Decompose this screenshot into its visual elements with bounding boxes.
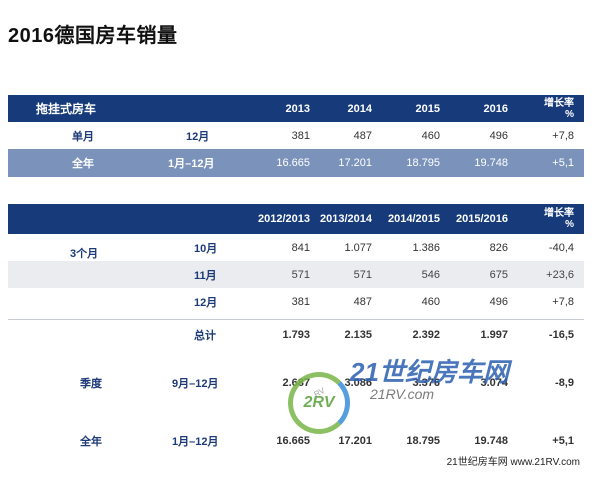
table-row: 总计 1.793 2.135 2.392 1.997 -16,5 bbox=[8, 316, 584, 354]
value-cell: 17.201 bbox=[338, 157, 372, 169]
table-row: 全年 1月–12月 16.665 17.201 18.795 19.748 +5… bbox=[8, 149, 584, 177]
value-cell: 1.793 bbox=[282, 329, 310, 341]
header-year: 2012/2013 bbox=[258, 213, 310, 225]
header-year: 2016 bbox=[483, 102, 508, 115]
growth-cell: +5,1 bbox=[552, 435, 574, 447]
growth-label: 增长率 bbox=[544, 208, 574, 219]
header-growth: 增长率 % bbox=[508, 95, 574, 122]
growth-cell: +23,6 bbox=[546, 268, 574, 281]
growth-cell: -16,5 bbox=[548, 329, 574, 341]
header-year: 2013 bbox=[285, 102, 310, 115]
table-monthly-annual: 拖挂式房车 2013 2014 2015 2016 增长率 % 单月 12月 3… bbox=[8, 95, 584, 177]
growth-unit: % bbox=[565, 108, 574, 120]
value-cell: 460 bbox=[421, 129, 440, 142]
growth-unit: % bbox=[565, 219, 574, 230]
table-row: 11月 571 571 546 675 +23,6 bbox=[8, 261, 584, 288]
table-row: 3个月 10月 841 1.077 1.386 826 -40,4 bbox=[8, 234, 584, 261]
page-title: 2016德国房车销量 bbox=[8, 25, 178, 47]
header-year: 2013/2014 bbox=[320, 213, 372, 225]
growth-cell: -8,9 bbox=[555, 377, 574, 389]
watermark-brand: 21世纪房车网 bbox=[350, 357, 509, 387]
header-label: 拖挂式房车 bbox=[36, 102, 97, 116]
value-cell: 496 bbox=[489, 296, 508, 308]
value-cell: 19.748 bbox=[474, 157, 508, 169]
value-cell: 381 bbox=[291, 296, 310, 308]
value-cell: 1.997 bbox=[480, 329, 508, 341]
growth-cell: +5,1 bbox=[552, 157, 574, 169]
value-cell: 381 bbox=[291, 129, 310, 142]
value-cell: 487 bbox=[353, 129, 372, 142]
row-label: 季度 bbox=[80, 378, 102, 390]
header-growth: 增长率 % bbox=[508, 204, 574, 234]
watermark-url: 21RV.com bbox=[370, 386, 435, 402]
row-period: 9月–12月 bbox=[172, 378, 219, 390]
value-cell: 1.077 bbox=[344, 241, 372, 254]
growth-cell: +7,8 bbox=[552, 296, 574, 308]
header-year: 2015 bbox=[415, 102, 440, 115]
group-label: 3个月 bbox=[70, 247, 99, 260]
value-cell: 546 bbox=[421, 268, 440, 281]
value-cell: 18.795 bbox=[406, 435, 440, 447]
row-period: 1月–12月 bbox=[172, 436, 219, 448]
table-seasonal: 2012/2013 2013/2014 2014/2015 2015/2016 … bbox=[8, 204, 584, 470]
value-cell: 571 bbox=[291, 268, 310, 281]
row-label: 全年 bbox=[72, 158, 94, 170]
header-year: 2015/2016 bbox=[456, 213, 508, 225]
value-cell: 826 bbox=[489, 241, 508, 254]
value-cell: 841 bbox=[291, 241, 310, 254]
growth-cell: +7,8 bbox=[552, 129, 574, 142]
growth-label: 增长率 bbox=[544, 97, 574, 109]
row-period: 12月 bbox=[186, 130, 210, 143]
value-cell: 16.665 bbox=[276, 157, 310, 169]
value-cell: 675 bbox=[489, 268, 508, 281]
row-period: 10月 bbox=[194, 242, 218, 255]
value-cell: 18.795 bbox=[406, 157, 440, 169]
table-header: 拖挂式房车 2013 2014 2015 2016 增长率 % bbox=[8, 95, 584, 122]
header-year: 2014 bbox=[347, 102, 372, 115]
row-label: 总计 bbox=[194, 330, 216, 342]
value-cell: 17.201 bbox=[338, 435, 372, 447]
row-period: 1月–12月 bbox=[168, 158, 215, 170]
watermark-logo-text: 2RV bbox=[303, 394, 335, 411]
value-cell: 3.086 bbox=[344, 377, 372, 389]
table-row: 单月 12月 381 487 460 496 +7,8 bbox=[8, 122, 584, 149]
watermark-logo-icon: 2RV bbox=[288, 372, 350, 434]
value-cell: 1.386 bbox=[412, 241, 440, 254]
header-year: 2014/2015 bbox=[388, 213, 440, 225]
value-cell: 16.665 bbox=[276, 435, 310, 447]
value-cell: 496 bbox=[489, 129, 508, 142]
row-period: 12月 bbox=[194, 297, 218, 309]
value-cell: 460 bbox=[421, 296, 440, 308]
table-row: 12月 381 487 460 496 +7,8 bbox=[8, 288, 584, 316]
value-cell: 571 bbox=[353, 268, 372, 281]
divider bbox=[8, 319, 584, 320]
row-period: 11月 bbox=[194, 269, 217, 282]
table-header: 2012/2013 2013/2014 2014/2015 2015/2016 … bbox=[8, 204, 584, 234]
row-label: 全年 bbox=[80, 436, 102, 448]
value-cell: 2.135 bbox=[344, 329, 372, 341]
value-cell: 3.376 bbox=[412, 377, 440, 389]
row-label: 单月 bbox=[72, 130, 94, 143]
value-cell: 487 bbox=[353, 296, 372, 308]
value-cell: 19.748 bbox=[474, 435, 508, 447]
value-cell: 2.392 bbox=[412, 329, 440, 341]
growth-cell: -40,4 bbox=[548, 241, 574, 254]
value-cell: 3.074 bbox=[480, 377, 508, 389]
footer-credit: 21世纪房车网 www.21RV.com bbox=[446, 457, 580, 468]
